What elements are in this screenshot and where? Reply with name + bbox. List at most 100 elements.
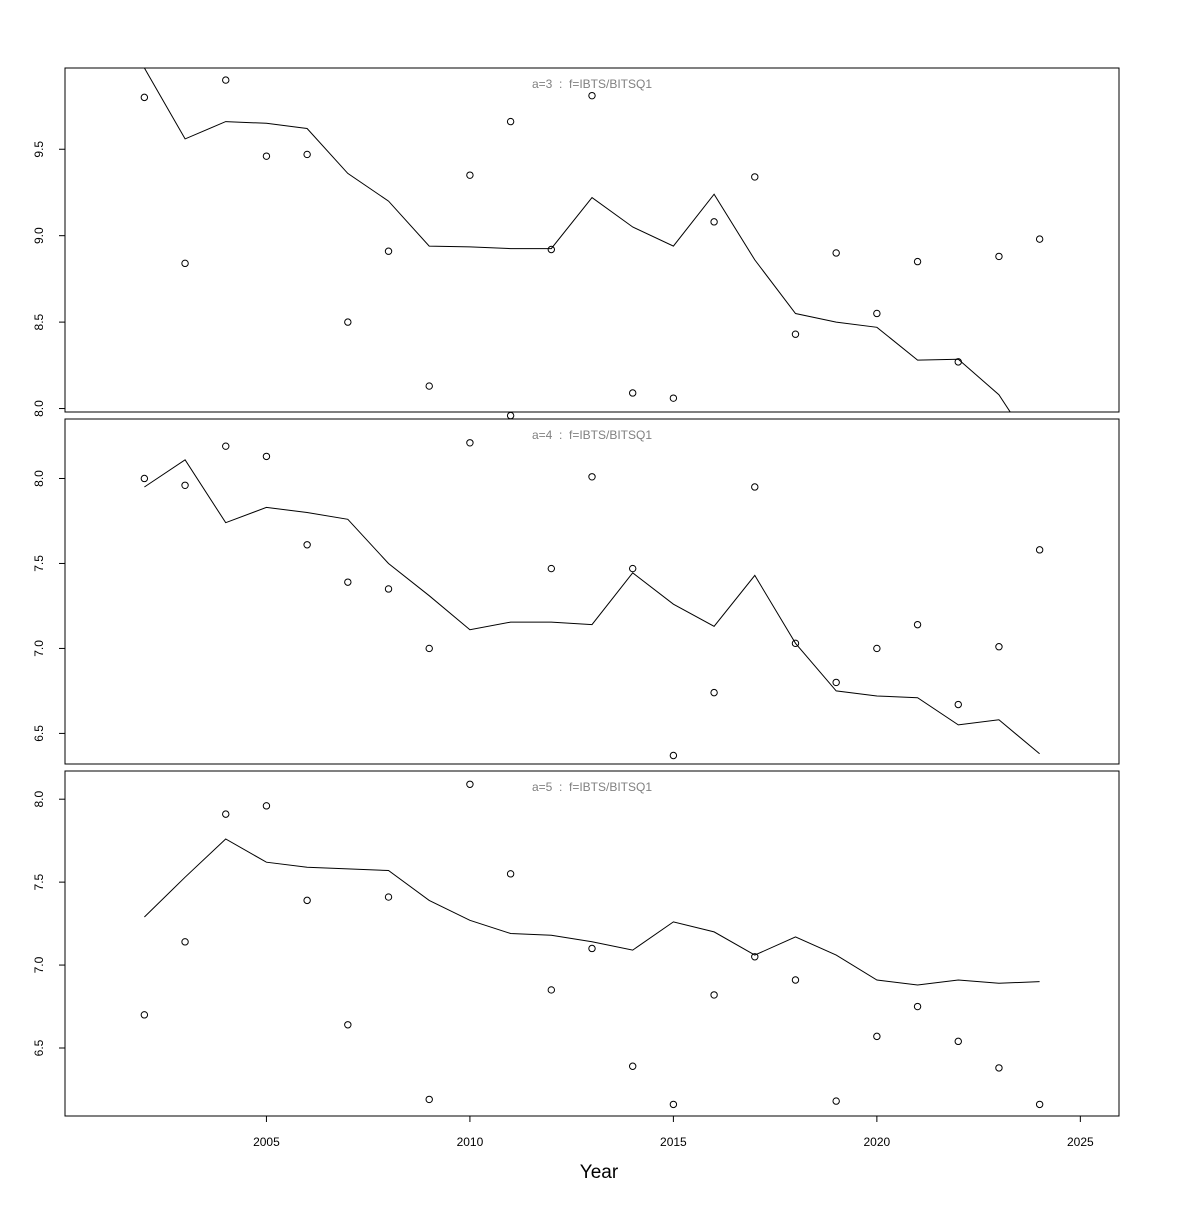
observed-point [954,700,962,709]
observed-point [669,394,678,402]
observed-point [954,358,962,366]
observed-point [588,944,596,953]
observed-point [1035,235,1044,243]
panel-2: 6.5 7.0 7.5 8.0 a=4 : f=IBTS/BITSQ1 [32,411,1120,765]
observed-point [303,150,311,159]
y-tick-label: 8.0 [32,791,46,808]
observed-point [751,173,759,181]
panel-1: 8.0 8.5 9.0 9.5 a=3 : f=IBTS/BITSQ1 [32,67,1120,417]
observed-point [873,644,881,653]
observed-point [954,1037,962,1046]
x-axis-label: Year [580,1162,619,1183]
observed-point [425,1095,433,1104]
observed-point [710,991,718,999]
observed-point [791,330,800,338]
observed-point [506,870,515,878]
y-tick-label: 6.5 [32,725,46,742]
observed-point [303,541,311,549]
fitted-line [144,459,1040,755]
observed-point [913,1002,922,1011]
observed-point [140,474,149,483]
observed-point [588,473,596,481]
observed-point [751,953,759,961]
x-tick-label: 2025 [1067,1135,1094,1149]
observed-point [628,564,637,573]
y-tick-label: 7.5 [32,555,46,572]
y-tick-label: 7.0 [32,956,46,973]
x-tick-label: 2010 [457,1135,484,1149]
observed-point [140,1011,149,1019]
observed-point [710,688,718,697]
observed-point [832,1097,840,1105]
x-tick-label: 2005 [253,1135,280,1149]
y-tick-label: 8.0 [32,470,46,487]
panel-title: a=4 : f=IBTS/BITSQ1 [532,428,652,442]
observed-point [588,91,596,100]
observed-point [669,1100,678,1109]
observed-point [913,257,922,266]
observed-point [425,644,433,653]
observed-point [995,643,1003,651]
observed-point [506,117,515,126]
observed-point [303,896,311,905]
observed-point [466,439,474,447]
observed-point [344,1021,352,1029]
observed-point [222,76,230,84]
y-tick-label: 9.0 [32,227,46,244]
observed-point [791,976,800,984]
y-tick-label: 8.5 [32,313,46,330]
observed-point [791,639,800,648]
observed-point [344,318,352,326]
observed-point [547,245,556,254]
observed-point [222,810,230,818]
observed-point [384,585,393,593]
observed-point [547,564,556,573]
observed-point [181,938,189,946]
observed-point [222,442,230,450]
observed-point [628,389,637,397]
panel-title: a=3 : f=IBTS/BITSQ1 [532,77,652,91]
observed-point [1035,1100,1044,1109]
observed-point [628,1062,637,1070]
observed-point [262,802,271,810]
observed-point [384,247,393,255]
observed-point [751,483,759,491]
x-tick-label: 2015 [660,1135,687,1149]
observed-point [262,152,271,160]
observed-point [669,751,678,760]
observed-point [506,411,515,420]
observed-point [913,620,922,629]
observed-point [995,1064,1003,1072]
observed-point [832,249,840,257]
panel-frame [64,770,1120,1117]
observed-point [425,382,433,390]
observed-point [262,452,271,461]
observed-point [181,259,189,268]
observed-point [1035,546,1044,554]
y-tick-label: 8.0 [32,400,46,417]
observed-point [344,578,352,586]
panel-3: 6.5 7.0 7.5 8.0 a=5 : f=IBTS/BITSQ1 2005 2010 2… [32,770,1120,1183]
y-tick-label: 6.5 [32,1039,46,1056]
panel-title: a=5 : f=IBTS/BITSQ1 [532,780,652,794]
fitted-line [144,838,1040,986]
observed-point [181,481,189,489]
panel-frame [64,418,1120,765]
observed-point [873,1032,881,1041]
observed-point [384,893,393,901]
observed-point [466,171,474,179]
y-tick-label: 7.0 [32,640,46,657]
observed-point [547,986,556,994]
x-tick-label: 2020 [864,1135,891,1149]
observed-point [140,93,149,102]
y-tick-label: 7.5 [32,873,46,890]
observed-point [832,678,840,687]
observed-point [466,780,474,788]
panel-frame [64,67,1120,413]
observed-point [873,309,881,318]
observed-point [995,252,1003,261]
observed-point [710,218,718,226]
fitted-line [143,68,1011,412]
